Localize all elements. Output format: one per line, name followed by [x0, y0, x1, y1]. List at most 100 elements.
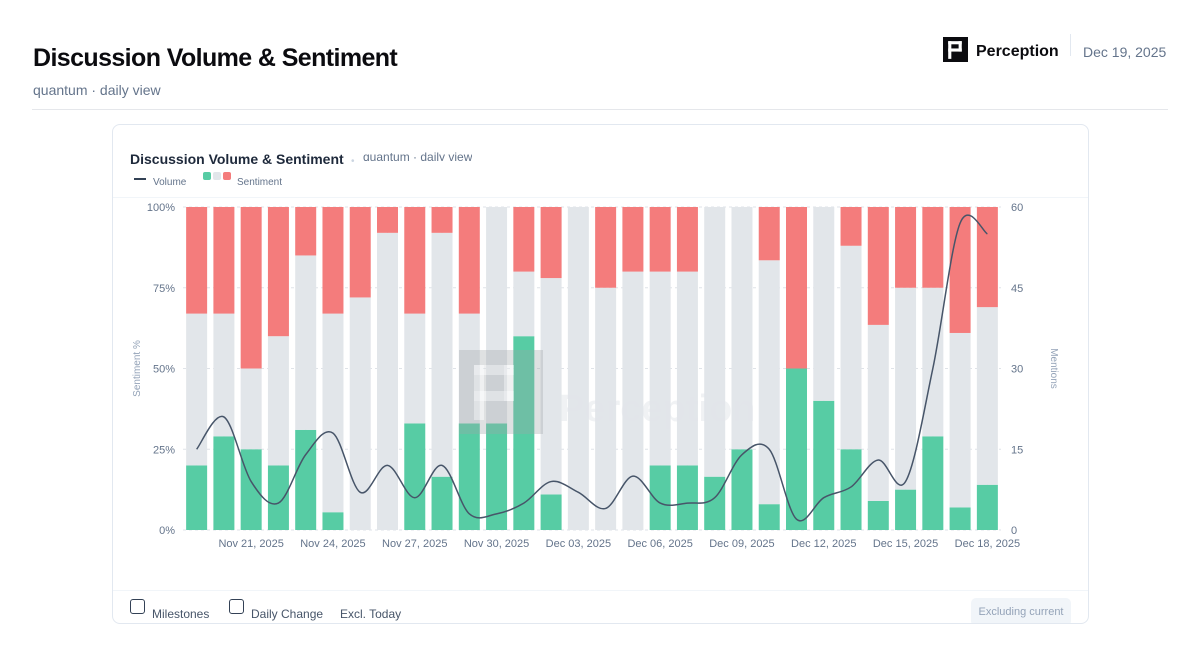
x-tick-label: Dec 03, 2025 — [546, 538, 611, 550]
bar-negative — [295, 207, 317, 256]
bar-negative — [758, 207, 780, 261]
daily-change-toggle[interactable]: Daily Change — [229, 599, 323, 621]
excluding-current-badge: Excluding current — [971, 598, 1071, 623]
legend-neutral-swatch — [213, 172, 221, 180]
x-tick-label: Dec 06, 2025 — [627, 538, 692, 550]
bar-neutral — [895, 287, 917, 490]
volume-line — [196, 214, 988, 522]
y-left-tick-label: 25% — [153, 444, 175, 456]
bar-neutral — [840, 245, 862, 450]
bar-positive — [676, 465, 698, 530]
bar-negative — [867, 207, 889, 325]
y-left-tick-label: 100% — [147, 202, 175, 214]
bar-positive — [513, 336, 535, 530]
bar-positive — [895, 489, 917, 530]
bar-positive — [813, 400, 835, 530]
bar-positive — [922, 436, 944, 530]
y-right-tick-label: 30 — [1011, 364, 1023, 376]
bar-negative — [622, 207, 644, 272]
y-left-tick-label: 50% — [153, 364, 175, 376]
x-tick-label: Nov 24, 2025 — [300, 538, 365, 550]
bar-neutral — [486, 207, 508, 424]
bar-negative — [377, 207, 398, 233]
chart-top-rule — [113, 197, 1088, 198]
sentiment-volume-chart: Perception 0% 25% 50% 75% 100% 0 15 30 45 60 Nov 2… — [132, 202, 1059, 550]
bar-neutral — [976, 307, 998, 485]
bar-neutral — [949, 332, 971, 508]
page-subtitle: quantum · daily view — [33, 82, 161, 98]
header-rule — [32, 109, 1168, 110]
bar-neutral — [322, 313, 344, 513]
y-left-tick-label: 75% — [153, 283, 175, 295]
grid-layer — [183, 206, 1001, 531]
chart-subtitle: quantum · daily view — [363, 150, 473, 161]
bar-positive — [867, 500, 889, 530]
legend-positive-swatch — [203, 172, 211, 180]
bar-negative — [240, 207, 262, 369]
milestones-toggle[interactable]: Milestones — [130, 599, 209, 621]
x-tick-label: Nov 30, 2025 — [464, 538, 529, 550]
bar-negative — [186, 207, 208, 314]
legend-volume-label[interactable]: Volume — [153, 177, 187, 185]
milestones-checkbox[interactable] — [130, 599, 145, 614]
x-tick-label: Dec 18, 2025 — [955, 538, 1020, 550]
bar-neutral — [867, 324, 889, 501]
bar-neutral — [758, 260, 780, 505]
bar-positive — [267, 465, 289, 530]
bar-neutral — [186, 313, 208, 466]
bar-neutral — [213, 313, 235, 437]
bar-negative — [213, 207, 235, 314]
bar-neutral — [295, 255, 317, 430]
bar-negative — [267, 207, 289, 337]
exclude-today-toggle[interactable]: Excl. Today — [340, 607, 402, 621]
bar-positive — [786, 368, 807, 530]
header-divider — [1070, 34, 1071, 56]
bar-neutral — [731, 207, 753, 450]
bar-negative — [595, 207, 617, 288]
bar-positive — [431, 476, 453, 530]
bar-neutral — [540, 278, 562, 495]
y-right-tick-label: 0 — [1011, 525, 1017, 537]
y-right-axis-title: Mentions — [1048, 348, 1059, 389]
bar-positive — [322, 512, 344, 530]
x-tick-label: Dec 09, 2025 — [709, 538, 774, 550]
bar-neutral — [513, 271, 535, 337]
bar-negative — [949, 207, 971, 333]
perception-logo-icon — [943, 36, 968, 62]
bar-positive — [731, 449, 753, 530]
y-right-tick-label: 15 — [1011, 444, 1023, 456]
bar-negative — [540, 207, 562, 279]
bar-negative — [349, 207, 371, 298]
x-tick-label: Dec 12, 2025 — [791, 538, 856, 550]
bar-negative — [922, 207, 944, 288]
bar-negative — [840, 207, 862, 246]
bar-neutral — [240, 368, 262, 450]
bar-neutral — [567, 207, 589, 530]
page-title: Discussion Volume & Sentiment — [33, 44, 398, 72]
bar-positive — [949, 507, 971, 530]
bar-negative — [458, 207, 480, 314]
bar-positive — [486, 423, 508, 530]
watermark-logo-icon — [459, 350, 543, 434]
bar-neutral — [704, 207, 726, 477]
bar-positive — [240, 449, 262, 530]
bar-negative — [786, 207, 807, 369]
legend-negative-swatch — [223, 172, 231, 180]
bar-neutral — [595, 287, 617, 530]
bar-negative — [431, 207, 453, 233]
brand: Perception — [943, 32, 1059, 66]
title-separator: • — [351, 156, 355, 167]
watermark: Perception — [459, 350, 755, 434]
bar-negative — [649, 207, 671, 272]
bar-positive — [976, 484, 998, 530]
brand-name: Perception — [976, 43, 1059, 60]
bar-positive — [404, 423, 426, 530]
volume-line-layer — [196, 214, 988, 522]
bar-neutral — [676, 271, 698, 466]
bar-positive — [186, 465, 208, 530]
bar-positive — [540, 494, 562, 530]
daily-change-label: Daily Change — [251, 606, 324, 621]
legend-sentiment-label[interactable]: Sentiment — [237, 177, 283, 185]
axis-layer: 0% 25% 50% 75% 100% 0 15 30 45 60 Nov 21, 2025 Nov … — [132, 202, 1059, 550]
daily-change-checkbox[interactable] — [229, 599, 244, 614]
